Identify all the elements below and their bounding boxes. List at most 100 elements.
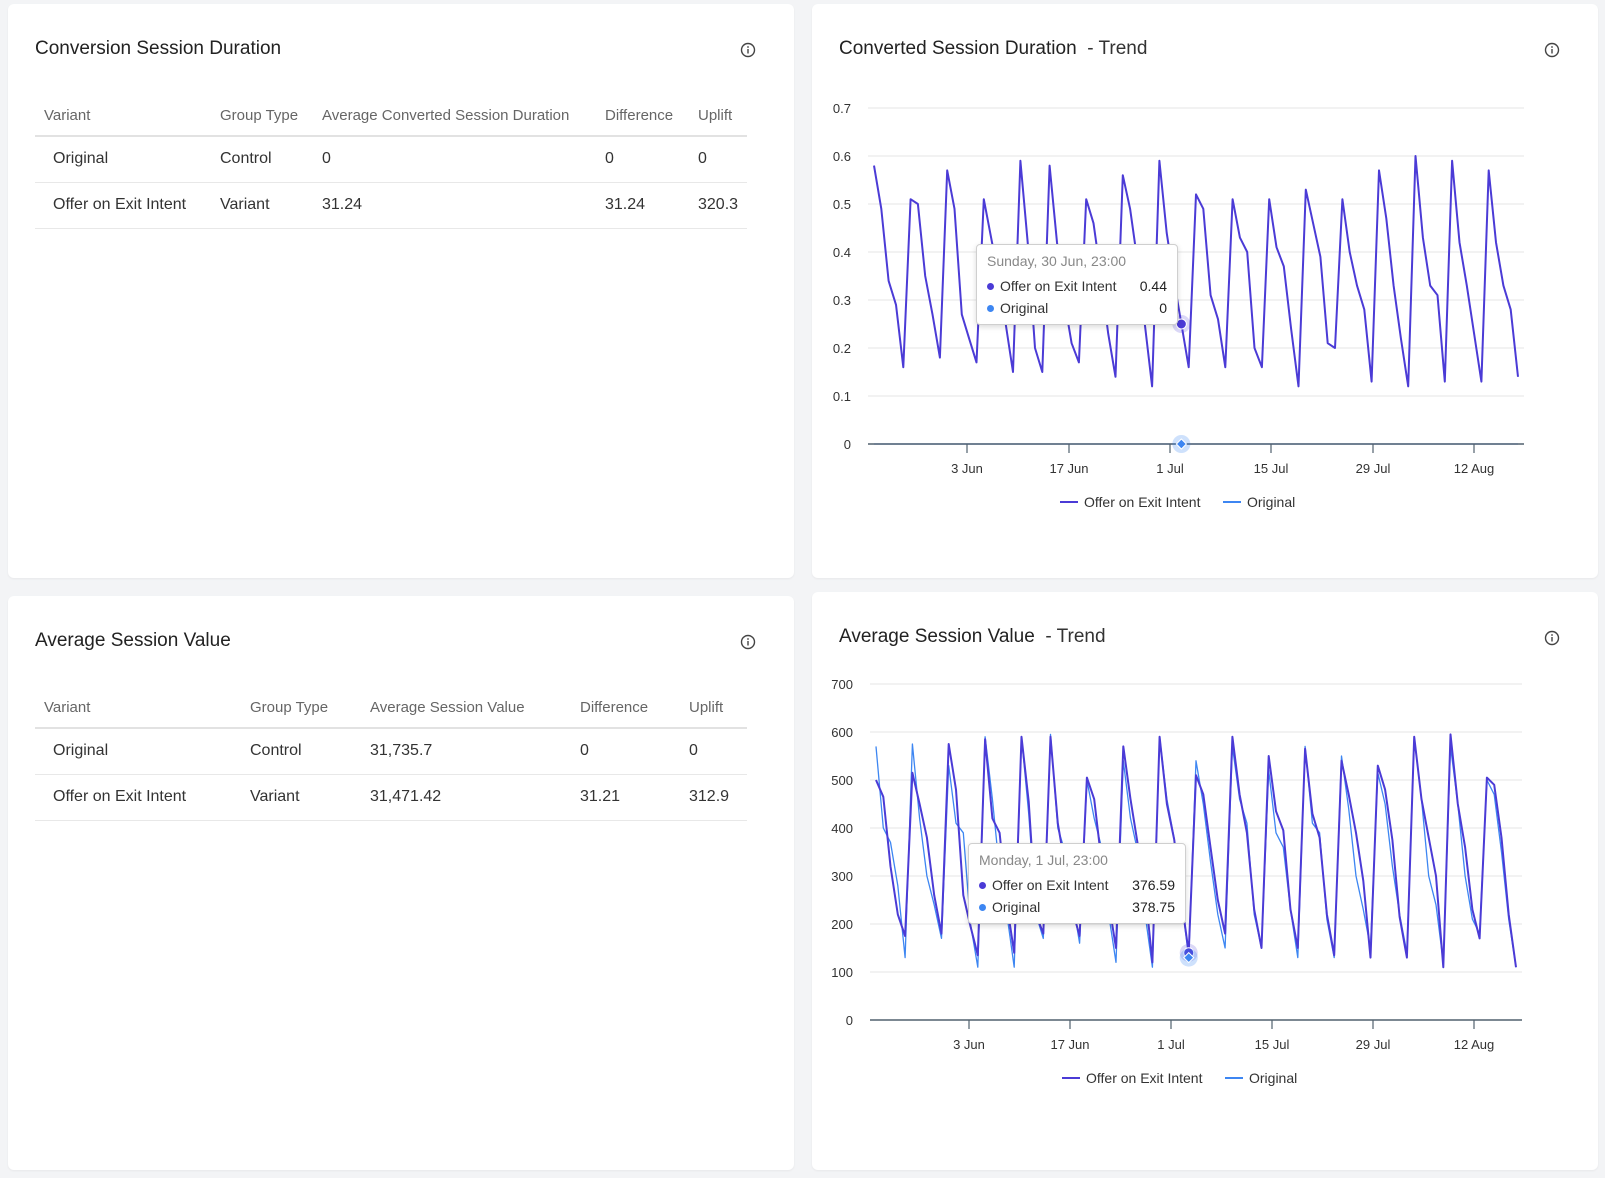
table-row: Original Control 0 0 0 — [35, 136, 747, 183]
group-type-cell: Variant — [211, 182, 313, 229]
column-header[interactable]: Uplift — [689, 101, 747, 137]
value-trend-chart[interactable]: 0 100 200 300 400 500 600 700 3 Jun 17 Jun 1 Jul 15… — [812, 592, 1598, 1170]
legend-label-original: Original — [1247, 494, 1295, 510]
tooltip-row: Original 0 — [987, 300, 1167, 316]
uplift-cell: 320.3 — [689, 182, 747, 229]
column-header[interactable]: Average Session Value — [361, 693, 571, 729]
duration-table: Variant Group Type Average Converted Ses… — [35, 101, 747, 229]
series-dot-icon — [987, 282, 994, 290]
difference-cell: 0 — [596, 136, 689, 183]
value-cell: 0 — [313, 136, 596, 183]
column-header[interactable]: Difference — [571, 693, 680, 729]
value-cell: 31.24 — [313, 182, 596, 229]
x-tick-label: 15 Jul — [1254, 461, 1289, 476]
y-tick-label: 0.4 — [833, 245, 851, 260]
value-trend-card: Average Session Value - Trend 0 100 200 300… — [812, 592, 1598, 1170]
tooltip-series-name: Original — [992, 899, 1041, 915]
tooltip-series-value: 376.59 — [1132, 877, 1175, 893]
y-tick-label: 0.6 — [833, 149, 851, 164]
x-tick-label: 17 Jun — [1049, 461, 1088, 476]
column-header[interactable]: Uplift — [680, 693, 747, 729]
chart-title-suffix: - Trend — [1045, 626, 1106, 647]
x-tick-label: 1 Jul — [1156, 461, 1184, 476]
tooltip-series-value: 0.44 — [1139, 278, 1167, 294]
tooltip-series-name: Offer on Exit Intent — [1000, 278, 1117, 294]
info-icon[interactable] — [740, 634, 756, 650]
series-dot-icon — [987, 304, 994, 312]
chart-title: Converted Session Duration — [839, 38, 1077, 59]
table-row: Original Control 31,735.7 0 0 — [35, 728, 747, 775]
value-table: Variant Group Type Average Session Value… — [35, 693, 747, 821]
uplift-cell: 0 — [689, 136, 747, 183]
value-cell: 31,735.7 — [361, 728, 571, 775]
group-type-cell: Control — [241, 728, 361, 775]
chart-title: Average Session Value — [839, 626, 1035, 647]
variant-cell: Original — [35, 136, 211, 183]
uplift-cell: 312.9 — [680, 774, 747, 821]
legend-label-offer: Offer on Exit Intent — [1084, 494, 1201, 510]
info-icon[interactable] — [1544, 42, 1560, 58]
legend-label-offer: Offer on Exit Intent — [1086, 1070, 1203, 1086]
variant-cell: Original — [35, 728, 241, 775]
tooltip-row: Offer on Exit Intent 0.44 — [987, 278, 1167, 294]
y-tick-label: 0.7 — [833, 101, 851, 116]
difference-cell: 31.24 — [596, 182, 689, 229]
x-tick-label: 1 Jul — [1157, 1037, 1185, 1052]
table-row: Offer on Exit Intent Variant 31,471.42 3… — [35, 774, 747, 821]
x-tick-label: 29 Jul — [1356, 461, 1391, 476]
uplift-cell: 0 — [680, 728, 747, 775]
x-tick-label: 29 Jul — [1356, 1037, 1391, 1052]
tooltip-series-value: 0 — [1159, 300, 1167, 316]
legend-label-original: Original — [1249, 1070, 1297, 1086]
x-tick-label: 3 Jun — [951, 461, 983, 476]
series-line-offer — [873, 155, 1519, 388]
card-title: Average Session Value - Trend — [839, 626, 1106, 648]
y-tick-label: 0.2 — [833, 341, 851, 356]
series-line-offer — [875, 733, 1517, 969]
column-header[interactable]: Average Converted Session Duration — [313, 101, 596, 137]
chart-title-suffix: - Trend — [1087, 38, 1148, 59]
column-header[interactable]: Variant — [35, 693, 241, 729]
tooltip-date: Sunday, 30 Jun, 23:00 — [987, 253, 1127, 269]
card-title: Converted Session Duration - Trend — [839, 38, 1147, 60]
hover-point-original — [1183, 951, 1195, 964]
y-tick-label: 0 — [846, 1013, 853, 1028]
tooltip-row: Offer on Exit Intent 376.59 — [979, 877, 1175, 893]
duration-trend-chart[interactable]: 0 0.1 0.2 0.3 0.4 0.5 0.6 0.7 3 Jun 17 Jun 1 Jul 15… — [812, 4, 1598, 578]
series-dot-icon — [979, 903, 986, 911]
chart-tooltip: Sunday, 30 Jun, 23:00 Offer on Exit Inte… — [976, 244, 1178, 325]
y-tick-label: 0.1 — [833, 389, 851, 404]
column-header[interactable]: Group Type — [211, 101, 313, 137]
table-row: Offer on Exit Intent Variant 31.24 31.24… — [35, 182, 747, 229]
variant-cell: Offer on Exit Intent — [35, 182, 211, 229]
column-header[interactable]: Group Type — [241, 693, 361, 729]
y-tick-label: 0.5 — [833, 197, 851, 212]
column-header[interactable]: Variant — [35, 101, 211, 137]
card-title: Conversion Session Duration — [35, 38, 282, 59]
y-tick-label: 0.3 — [833, 293, 851, 308]
y-tick-label: 600 — [831, 725, 853, 740]
info-icon[interactable] — [1544, 630, 1560, 646]
card-title: Average Session Value — [35, 630, 231, 651]
tooltip-series-name: Offer on Exit Intent — [992, 877, 1109, 893]
difference-cell: 31.21 — [571, 774, 680, 821]
y-tick-label: 700 — [831, 677, 853, 692]
tooltip-date: Monday, 1 Jul, 23:00 — [979, 852, 1108, 868]
info-icon[interactable] — [740, 42, 756, 58]
x-tick-label: 3 Jun — [953, 1037, 985, 1052]
value-table-card: Average Session Value Variant Group Type… — [8, 596, 794, 1170]
variant-cell: Offer on Exit Intent — [35, 774, 241, 821]
y-tick-label: 400 — [831, 821, 853, 836]
y-tick-label: 200 — [831, 917, 853, 932]
series-dot-icon — [979, 881, 986, 889]
y-tick-label: 300 — [831, 869, 853, 884]
column-header[interactable]: Difference — [596, 101, 689, 137]
y-tick-label: 0 — [844, 437, 851, 452]
y-tick-label: 500 — [831, 773, 853, 788]
x-tick-label: 12 Aug — [1454, 461, 1495, 476]
chart-tooltip: Monday, 1 Jul, 23:00 Offer on Exit Inten… — [968, 843, 1186, 924]
y-tick-label: 100 — [831, 965, 853, 980]
difference-cell: 0 — [571, 728, 680, 775]
tooltip-series-value: 378.75 — [1132, 899, 1175, 915]
group-type-cell: Control — [211, 136, 313, 183]
